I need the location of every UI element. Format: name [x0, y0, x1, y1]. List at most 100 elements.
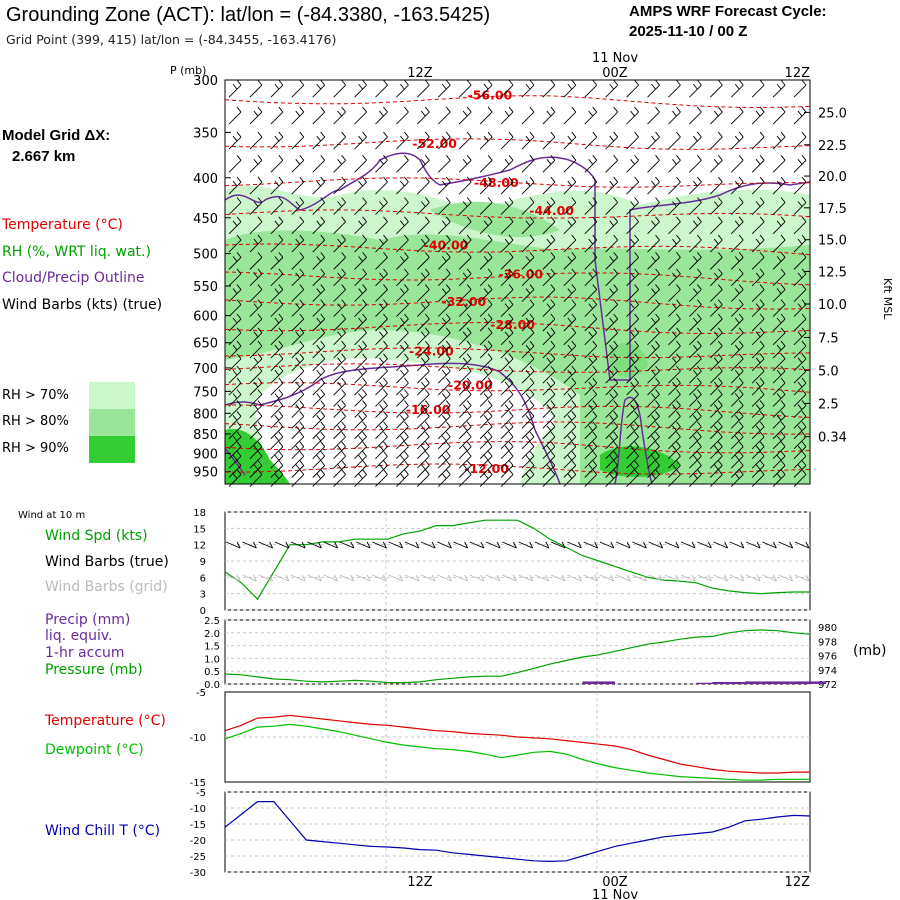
- barb-shaft: [270, 465, 284, 478]
- barb-flag: [651, 135, 656, 142]
- barb-shaft: [500, 202, 514, 215]
- wind-barb: [437, 340, 451, 359]
- wind-barb: [772, 421, 786, 440]
- barb-flag: [424, 411, 430, 417]
- barb-flag: [420, 464, 426, 470]
- wind-barb: [228, 106, 242, 125]
- barb-flag: [341, 377, 346, 384]
- wind-barb: [375, 313, 388, 332]
- barb-shaft: [542, 239, 556, 253]
- wind-barb: [605, 327, 619, 346]
- barb-flag: [651, 415, 656, 421]
- barb-flag: [462, 464, 468, 470]
- barb-shaft: [354, 370, 367, 384]
- barb-shaft: [417, 382, 430, 396]
- barb-shaft: [375, 382, 388, 396]
- barb-flag: [278, 389, 284, 395]
- barb-flag: [759, 340, 765, 347]
- barb-shaft: [417, 273, 430, 287]
- wind-barb: [689, 421, 702, 440]
- wind-barb: [793, 460, 807, 478]
- wind-barb: [249, 155, 263, 173]
- barb-flag: [588, 110, 594, 117]
- barb-shaft: [333, 332, 346, 346]
- barb-shaft: [793, 84, 807, 98]
- barb-flag: [341, 131, 346, 138]
- wind-barb: [291, 234, 305, 253]
- wind-barb: [521, 400, 535, 418]
- surface-wind-barb: [404, 541, 420, 549]
- barb-flag: [717, 313, 723, 320]
- barb-flag: [362, 365, 367, 372]
- barb-flag: [420, 404, 426, 410]
- barb-shaft: [458, 370, 472, 384]
- barb-flag: [592, 79, 598, 86]
- surface-wind-barb: [518, 541, 534, 549]
- barb-flag: [588, 404, 594, 410]
- barb-shaft: [291, 358, 305, 372]
- barb-flag: [236, 441, 242, 447]
- barb-shaft: [333, 416, 346, 429]
- barb-flag: [780, 268, 786, 275]
- barb-shaft: [485, 574, 501, 582]
- wind-barb: [709, 389, 723, 407]
- wind-barb: [772, 400, 786, 418]
- barb-flag: [257, 411, 263, 417]
- barb-flag: [504, 425, 510, 432]
- barb-flag: [525, 415, 531, 421]
- wind-barb: [521, 197, 535, 215]
- wind-barb: [500, 176, 514, 195]
- barb-flag: [613, 131, 619, 138]
- barb-flag: [350, 541, 355, 549]
- barb-shaft: [312, 465, 326, 478]
- barb-shaft: [437, 405, 451, 418]
- barb-flag: [655, 469, 660, 475]
- barb-flag: [274, 369, 280, 376]
- barb-shaft: [689, 394, 702, 407]
- wind-barb: [417, 421, 430, 440]
- windchill-tick-label: -25: [190, 852, 206, 863]
- barb-flag: [445, 441, 451, 447]
- barb-shaft: [730, 370, 744, 384]
- wind-barb: [291, 106, 305, 125]
- barb-shaft: [632, 541, 647, 549]
- barb-shaft: [745, 541, 761, 549]
- barb-shaft: [794, 574, 810, 582]
- surface-wind-barb: [680, 541, 696, 549]
- wind-barb: [333, 268, 346, 287]
- wind-barb: [563, 216, 577, 235]
- barb-shaft: [793, 446, 807, 459]
- barb-flag: [697, 377, 702, 384]
- wind-barb: [626, 400, 639, 418]
- wind-barb: [793, 268, 807, 287]
- barb-flag: [659, 541, 664, 549]
- barb-shaft: [228, 136, 242, 150]
- wind-barb: [437, 284, 451, 302]
- barb-flag: [756, 541, 761, 549]
- barb-flag: [613, 234, 619, 241]
- barb-shaft: [521, 358, 535, 372]
- wind-barb: [668, 327, 681, 346]
- barb-flag: [341, 313, 346, 320]
- barb-flag: [236, 469, 242, 475]
- wind-barb: [437, 377, 451, 396]
- barb-flag: [630, 272, 635, 279]
- barb-flag: [445, 299, 451, 305]
- wind-barb: [626, 216, 639, 235]
- wind-barb: [479, 176, 493, 195]
- barb-shaft: [291, 159, 305, 173]
- barb-flag: [274, 435, 280, 442]
- barb-flag: [734, 288, 740, 294]
- wind-barb: [689, 469, 702, 487]
- barb-flag: [466, 431, 472, 438]
- wind-barb: [605, 197, 619, 215]
- barb-flag: [609, 344, 615, 351]
- wind-barb: [542, 79, 556, 98]
- barb-flag: [738, 365, 744, 372]
- barb-flag: [320, 155, 326, 161]
- barb-flag: [571, 411, 577, 417]
- wind-barb: [605, 176, 619, 195]
- barb-shaft: [437, 574, 452, 582]
- wind-barb: [291, 450, 305, 469]
- barb-shaft: [626, 111, 639, 125]
